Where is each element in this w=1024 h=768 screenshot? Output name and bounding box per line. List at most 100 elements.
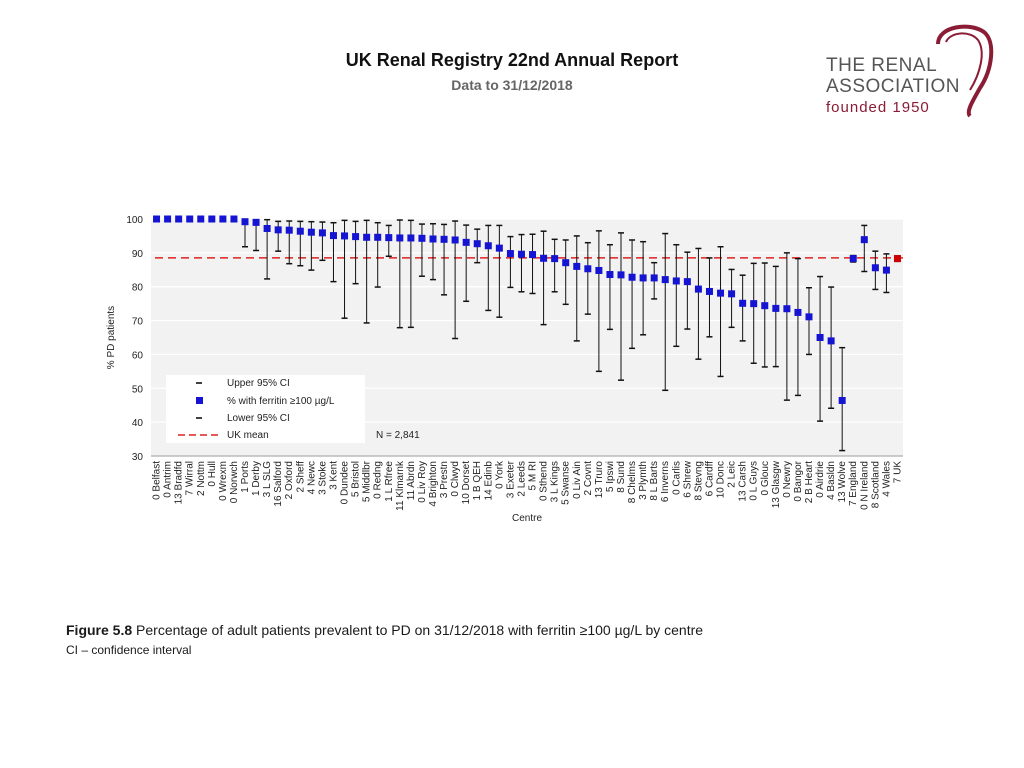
data-point [429, 235, 437, 243]
x-tick-label: 7 UK [892, 461, 903, 484]
logo-swirl-icon [936, 24, 994, 118]
data-point [805, 313, 813, 321]
x-tick-label: 2 Covnt [583, 461, 594, 496]
data-point [307, 228, 315, 236]
data-point [882, 266, 890, 274]
data-point [219, 215, 227, 223]
data-point [827, 337, 835, 345]
x-tick-label: 6 Inverns [660, 461, 671, 502]
data-point [783, 305, 791, 313]
data-point [860, 236, 868, 244]
x-tick-label: 7 England [848, 461, 859, 506]
data-point [385, 234, 393, 242]
x-tick-label: 5 Middlbr [362, 460, 373, 502]
page-title: UK Renal Registry 22nd Annual Report [345, 50, 679, 70]
x-tick-label: 0 L Guys [749, 461, 760, 501]
x-tick-label: 0 Clwyd [450, 461, 461, 497]
data-point [595, 266, 603, 274]
y-tick-label: 80 [132, 283, 144, 294]
x-tick-label: 4 Brighton [428, 461, 439, 507]
data-point [263, 224, 271, 232]
x-tick-label: 8 Chelms [627, 461, 638, 503]
y-tick-label: 40 [132, 418, 144, 429]
data-point [208, 215, 216, 223]
x-tick-label: 6 Cardff [704, 461, 715, 497]
x-tick-label: 0 Carlis [671, 461, 682, 495]
y-tick-label: 60 [132, 350, 144, 361]
data-point [529, 251, 537, 259]
x-tick-label: 8 Scotland [870, 461, 881, 508]
x-tick-label: 2 Leic [727, 461, 738, 488]
x-tick-label: 13 Truro [594, 461, 605, 499]
data-point [153, 215, 161, 223]
x-tick-label: 5 Bristol [351, 461, 362, 497]
logo-text: THE RENAL ASSOCIATION founded 1950 [826, 55, 960, 116]
data-point [694, 285, 702, 293]
legend-box [166, 375, 365, 443]
data-point [739, 299, 747, 307]
data-point [772, 304, 780, 312]
data-point [473, 240, 481, 248]
data-point [363, 233, 371, 241]
x-axis-label: Centre [512, 513, 542, 524]
data-point [661, 276, 669, 284]
x-tick-label: 2 Oxford [284, 461, 295, 499]
x-tick-label: 10 Dorset [461, 461, 472, 505]
x-tick-label: 3 Stoke [317, 461, 328, 495]
data-point [484, 242, 492, 250]
y-tick-label: 30 [132, 452, 144, 463]
x-tick-label: 5 Ipswi [605, 461, 616, 492]
data-point [794, 308, 802, 316]
data-point [164, 215, 172, 223]
x-tick-label: 0 N Ireland [859, 461, 870, 510]
data-point [540, 254, 548, 262]
figure-caption: Figure 5.8 Percentage of adult patients … [66, 622, 703, 638]
x-tick-label: 13 Glasgw [771, 460, 782, 508]
x-tick-label: 3 Plymth [638, 461, 649, 500]
legend-uk-mean: UK mean [227, 430, 269, 441]
x-tick-label: 0 York [494, 460, 505, 489]
data-point [617, 271, 625, 279]
x-tick-label: 0 Antrim [163, 461, 174, 498]
x-tick-label: 5 Swanse [561, 461, 572, 505]
x-tick-label: 4 Newc [306, 461, 317, 494]
x-tick-label: 0 Liv Roy [417, 461, 428, 503]
x-tick-label: 0 Liv Ain [572, 461, 583, 499]
legend-lower-ci: Lower 95% CI [227, 413, 290, 424]
data-point [285, 226, 293, 234]
ferritin-chart: 30 40 50 60 70 80 90 100 % PD patients 0 Belfas… [100, 205, 915, 540]
x-tick-label: 2 Sheff [295, 461, 306, 493]
x-tick-label: 4 Wales [881, 461, 892, 497]
data-point [440, 235, 448, 243]
data-point [352, 233, 360, 241]
data-point [761, 302, 769, 310]
x-tick-label: 3 Exeter [505, 460, 516, 498]
data-point [705, 287, 713, 295]
x-tick-label: 1 Ports [240, 461, 251, 493]
x-tick-label: 0 Airdrie [815, 461, 826, 498]
logo-line1: THE RENAL [826, 55, 938, 76]
data-point [329, 232, 337, 240]
x-tick-label: 2 Nottm [196, 461, 207, 496]
data-point [672, 277, 680, 285]
y-tick-label: 50 [132, 384, 144, 395]
data-point [252, 218, 260, 226]
x-tick-label: 5 M RI [528, 461, 539, 490]
data-point [241, 218, 249, 226]
data-point [750, 300, 758, 308]
data-point [318, 229, 326, 237]
x-tick-label: 0 Bangor [793, 460, 804, 501]
data-point [639, 274, 647, 282]
data-point [562, 259, 570, 267]
data-point [728, 290, 736, 298]
x-tick-label: 3 L Kings [550, 461, 561, 502]
x-tick-label: 13 Carsh [738, 461, 749, 502]
x-tick-label: 0 Sthend [539, 461, 550, 501]
figure-caption-text: Percentage of adult patients prevalent t… [132, 622, 704, 638]
data-point [418, 234, 426, 242]
y-axis: 30 40 50 60 70 80 90 100 [126, 215, 903, 463]
data-point [462, 238, 470, 246]
data-point [274, 226, 282, 234]
data-point [551, 255, 559, 263]
x-tick-label: 16 Salford [273, 461, 284, 507]
